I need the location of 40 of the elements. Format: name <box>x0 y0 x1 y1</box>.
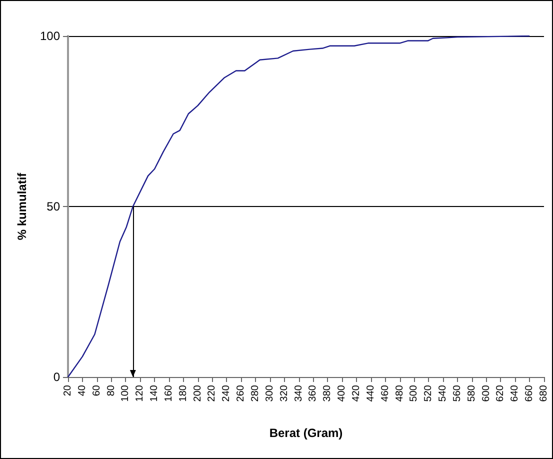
x-tick-label: 420 <box>350 384 362 402</box>
x-tick-label: 80 <box>106 384 117 396</box>
x-tick-label: 620 <box>495 384 506 402</box>
line-series <box>67 35 530 378</box>
x-tick-label: 540 <box>438 384 449 402</box>
x-tick-label: 640 <box>510 384 521 402</box>
x-tick-label: 340 <box>293 384 304 402</box>
x-axis-title: Berat (Gram) <box>269 426 343 440</box>
x-tick-label: 500 <box>408 384 420 402</box>
x-tick-label: 480 <box>394 384 406 402</box>
x-tick-label: 380 <box>322 384 334 402</box>
x-tick-label: 560 <box>452 384 463 402</box>
x-tick-label: 400 <box>336 384 348 402</box>
x-tick-label: 260 <box>236 384 247 402</box>
x-tick-label: 220 <box>206 384 218 402</box>
x-tick-label: 160 <box>163 384 174 402</box>
x-tick-label: 280 <box>250 384 262 402</box>
x-tick-label: 680 <box>538 384 550 402</box>
x-tick-label: 140 <box>149 384 160 402</box>
x-tick-label: 300 <box>264 384 276 402</box>
y-tick-label: 50 <box>46 200 60 214</box>
x-tick-label: 460 <box>380 384 391 402</box>
y-tick-label: 0 <box>53 370 60 384</box>
x-tick-label: 180 <box>178 384 189 402</box>
x-tick-label: 40 <box>76 384 88 396</box>
x-tick-label: 520 <box>423 384 434 402</box>
y-tick-label: 100 <box>40 29 60 43</box>
x-tick-label: 660 <box>524 384 536 402</box>
x-tick-label: 100 <box>120 384 132 402</box>
y-axis-title: % kumulatif <box>15 172 29 240</box>
x-tick-label: 440 <box>365 384 376 402</box>
x-tick-label: 60 <box>91 384 102 396</box>
x-tick-label: 20 <box>62 384 74 396</box>
x-tick-label: 580 <box>466 384 478 402</box>
x-tick-label: 320 <box>278 384 290 402</box>
x-tick-label: 120 <box>134 384 146 402</box>
x-tick-label: 360 <box>308 384 319 402</box>
x-tick-label: 240 <box>221 384 232 402</box>
x-tick-label: 200 <box>192 384 204 402</box>
x-tick-label: 600 <box>480 384 492 402</box>
